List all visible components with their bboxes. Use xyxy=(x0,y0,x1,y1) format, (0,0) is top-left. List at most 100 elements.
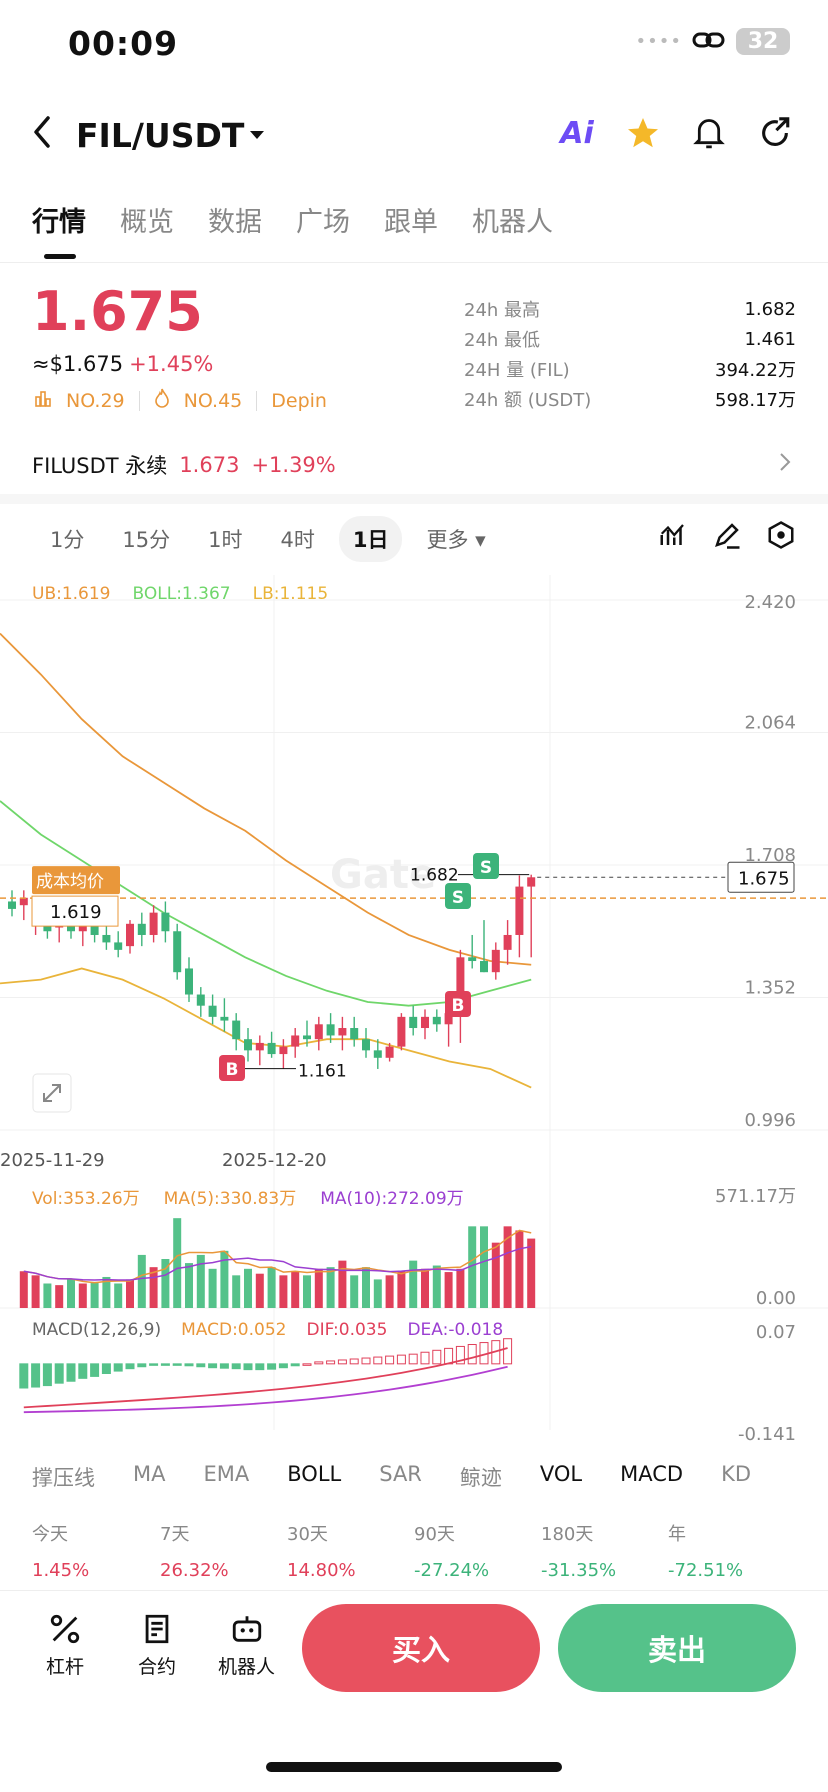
home-indicator xyxy=(266,1762,562,1772)
volume-bar xyxy=(432,1265,441,1308)
macd-bar xyxy=(302,1363,312,1366)
high-mark: 1.682 xyxy=(410,866,459,886)
candle-body xyxy=(444,1013,453,1025)
ind-boll[interactable]: BOLL xyxy=(287,1462,342,1486)
macd-bar xyxy=(90,1363,100,1377)
tab-copy-trade[interactable]: 跟单 xyxy=(384,207,438,238)
settings-hex-icon[interactable] xyxy=(766,520,796,554)
ai-icon[interactable]: Ai xyxy=(560,115,594,151)
star-icon[interactable] xyxy=(624,114,662,152)
macd-bar xyxy=(208,1363,218,1369)
tab-market[interactable]: 行情 xyxy=(32,207,86,238)
candle-body xyxy=(432,1016,441,1025)
macd-bar xyxy=(267,1363,277,1370)
macd-bar xyxy=(54,1363,64,1384)
draw-pen-icon[interactable] xyxy=(712,520,742,554)
interval-15m[interactable]: 15分 xyxy=(122,528,171,552)
bell-icon[interactable] xyxy=(690,114,728,152)
sector-tag[interactable]: Depin xyxy=(271,389,327,412)
volume-bar xyxy=(43,1283,52,1308)
candle-body xyxy=(373,1050,382,1058)
y-tick-label: 1.352 xyxy=(744,978,796,999)
candle-body xyxy=(350,1028,359,1040)
contract-icon xyxy=(145,1614,169,1644)
contract-button[interactable]: 合约 xyxy=(138,1612,176,1679)
macd-bar xyxy=(160,1363,170,1366)
share-icon[interactable] xyxy=(756,114,794,152)
tab-square[interactable]: 广场 xyxy=(296,207,350,238)
rank-market-cap[interactable]: NO.29 xyxy=(66,389,125,412)
price-chart[interactable]: 2.420 2.064 1.708 1.352 0.996 Gate 成本均价 1.619 1.… xyxy=(0,570,828,1450)
pair-title[interactable]: FIL/USDT xyxy=(76,116,245,155)
volume-bar xyxy=(480,1226,488,1308)
volume-bar xyxy=(314,1268,323,1308)
perf-7d: 7天 26.32% xyxy=(160,1524,229,1581)
volume-bar xyxy=(350,1275,359,1308)
bot-button[interactable]: 机器人 xyxy=(218,1612,275,1679)
volume-bar xyxy=(67,1279,75,1308)
macd-bar xyxy=(184,1363,194,1367)
expand-icon-glyph xyxy=(43,1084,61,1102)
sell-marker xyxy=(473,853,499,879)
boll-legend: UB:1.619 BOLL:1.367 LB:1.115 xyxy=(32,584,328,604)
y-tick-label: 0.996 xyxy=(744,1110,796,1131)
macd-bar xyxy=(290,1363,300,1367)
candle-body xyxy=(480,961,488,973)
macd-bar xyxy=(196,1363,206,1368)
back-icon[interactable] xyxy=(28,112,58,156)
candle-body xyxy=(232,1020,241,1040)
candle-body xyxy=(67,923,75,932)
tab-bot[interactable]: 机器人 xyxy=(472,207,553,238)
low-mark: 1.161 xyxy=(298,1062,347,1082)
interval-1m[interactable]: 1分 xyxy=(50,528,85,552)
macd-bar xyxy=(113,1363,123,1372)
ind-macd[interactable]: MACD xyxy=(620,1462,684,1486)
ind-whale[interactable]: 鲸迹 xyxy=(459,1466,502,1490)
24h-stats: 24h 最高 1.682 24h 最低 1.461 24H 量 (FIL) 394.2… xyxy=(464,294,796,414)
ind-sar[interactable]: SAR xyxy=(379,1462,422,1486)
lever-button[interactable]: 杠杆 xyxy=(46,1612,84,1679)
interval-1h[interactable]: 1时 xyxy=(208,528,243,552)
interval-4h[interactable]: 4时 xyxy=(280,528,315,552)
stat-volume: 24H 量 (FIL) 394.22万 xyxy=(464,360,796,381)
ind-ma[interactable]: MA xyxy=(133,1462,166,1486)
usd-value: ≈$1.675 xyxy=(32,352,124,376)
volume-bar xyxy=(527,1238,536,1308)
chevron-right-icon[interactable] xyxy=(778,450,792,478)
candle-body xyxy=(185,968,193,995)
macd-name: MACD(12,26,9) xyxy=(32,1320,162,1340)
y-tick-label: 2.064 xyxy=(744,713,796,734)
volume-bar xyxy=(444,1272,453,1308)
candle-body xyxy=(220,1016,229,1021)
ind-vol[interactable]: VOL xyxy=(539,1462,583,1486)
candle-body xyxy=(527,877,536,887)
ind-ema[interactable]: EMA xyxy=(203,1462,250,1486)
perf-180d: 180天 -31.35% xyxy=(541,1524,617,1581)
sell-button[interactable]: 卖出 xyxy=(558,1604,796,1692)
caret-down-icon[interactable] xyxy=(246,118,268,156)
rank-hot[interactable]: NO.45 xyxy=(183,389,243,412)
tab-overview[interactable]: 概览 xyxy=(120,207,174,238)
buy-button[interactable]: 买入 xyxy=(302,1604,540,1692)
volume-bar xyxy=(161,1259,170,1308)
ind-support[interactable]: 撑压线 xyxy=(32,1466,95,1490)
perp-row[interactable]: FILUSDT 永续 1.673 +1.39% xyxy=(32,450,336,480)
interval-1d[interactable]: 1日 xyxy=(338,516,403,562)
indicator-icon[interactable] xyxy=(658,520,688,554)
macd-tick-label: 0.07 xyxy=(756,1322,796,1343)
volume-legend: Vol:353.26万 MA(5):330.83万 MA(10):272.09万 xyxy=(32,1184,464,1209)
bottom-divider xyxy=(0,1590,828,1591)
vol-value: Vol:353.26万 xyxy=(32,1189,140,1209)
boll-ub: UB:1.619 xyxy=(32,584,111,604)
macd-bar xyxy=(432,1349,442,1365)
last-price-box xyxy=(727,861,795,893)
interval-more[interactable]: 更多 ▾ xyxy=(426,528,486,552)
candle-body xyxy=(208,1005,217,1017)
macd-bar xyxy=(78,1363,88,1379)
volume-bar xyxy=(78,1283,87,1308)
tab-data[interactable]: 数据 xyxy=(208,207,262,238)
volume-bar xyxy=(291,1271,300,1308)
ind-kd[interactable]: KD xyxy=(721,1462,752,1486)
header-actions: Ai xyxy=(558,114,794,152)
perp-change: +1.39% xyxy=(251,453,336,477)
